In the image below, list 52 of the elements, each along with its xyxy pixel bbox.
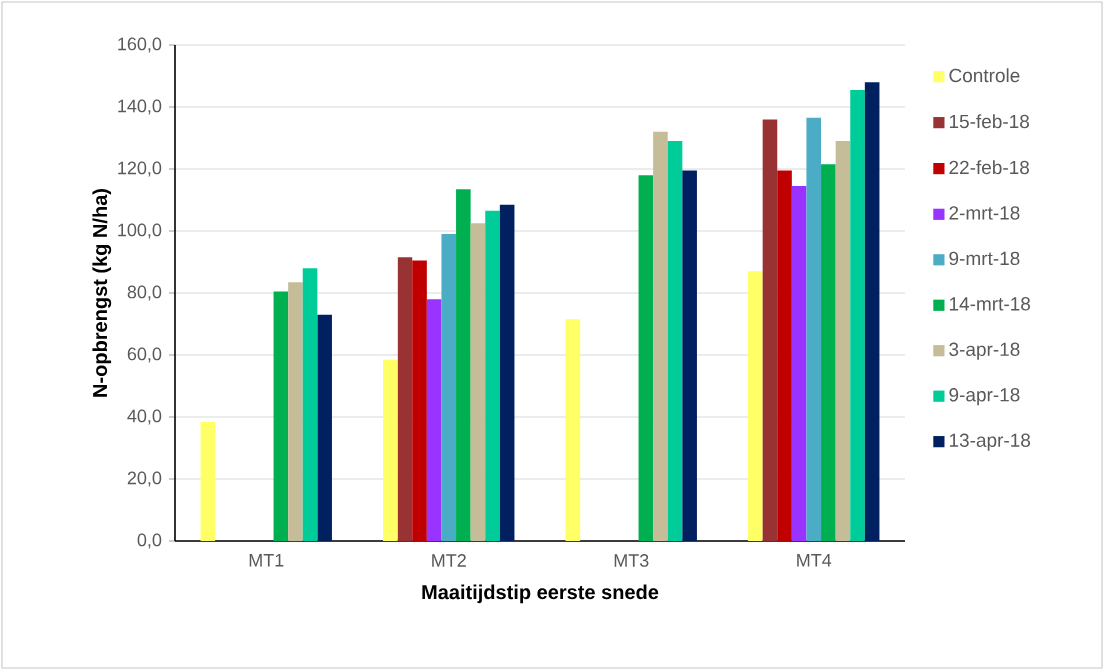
- y-tick-label: 20,0: [127, 471, 162, 487]
- bar: [485, 210, 500, 541]
- x-axis-title: Maaitijdstip eerste snede: [422, 584, 659, 604]
- bar: [470, 223, 486, 541]
- bar: [273, 291, 289, 541]
- x-tick-label: MT3: [614, 554, 649, 567]
- y-tick-label: 100,0: [118, 223, 162, 239]
- bar: [288, 282, 303, 541]
- x-tick-label: MT1: [249, 554, 284, 567]
- bar: [397, 257, 413, 541]
- bar: [302, 268, 318, 541]
- bar: [667, 141, 683, 541]
- legend-label: Controle: [949, 68, 1020, 83]
- legend-label: 9-apr-18: [949, 388, 1020, 406]
- y-tick-label: 120,0: [118, 161, 162, 177]
- legend-label: 9-mrt-18: [949, 251, 1020, 266]
- bar: [682, 170, 697, 541]
- bar: [835, 141, 851, 541]
- legend-label: 14-mrt-18: [949, 297, 1031, 311]
- bar: [638, 175, 654, 541]
- legend-label: 2-mrt-18: [949, 206, 1020, 220]
- bar: [200, 421, 216, 541]
- y-tick-label: 60,0: [127, 347, 162, 363]
- bar: [821, 164, 836, 541]
- bar: [777, 170, 792, 541]
- bar: [864, 82, 880, 541]
- x-tick-label: MT4: [797, 554, 832, 567]
- x-tick-label: MT2: [432, 554, 466, 567]
- legend-label: 3-apr-18: [949, 342, 1020, 360]
- bar: [412, 260, 427, 541]
- bar: [806, 117, 822, 541]
- bar: [383, 359, 398, 541]
- bar: [653, 131, 668, 541]
- bar: [565, 319, 581, 541]
- y-tick-label: 0,0: [137, 533, 162, 549]
- bar: [317, 314, 332, 541]
- y-axis-title: N-opbrengst (kg N/ha): [92, 189, 112, 397]
- bar: [456, 189, 471, 541]
- bar: [441, 234, 457, 541]
- bar: [499, 204, 515, 541]
- legend-label: 15-feb-18: [949, 114, 1030, 129]
- legend-label: 13-apr-18: [949, 433, 1031, 451]
- y-tick-label: 160,0: [118, 37, 162, 53]
- y-tick-label: 40,0: [127, 409, 162, 425]
- bar: [426, 299, 442, 541]
- bar: [748, 271, 763, 541]
- bar: [850, 89, 865, 541]
- legend-label: 22-feb-18: [949, 160, 1030, 175]
- y-tick-label: 80,0: [127, 285, 162, 301]
- bar: [762, 119, 778, 541]
- y-tick-label: 140,0: [118, 99, 162, 115]
- bar: [791, 186, 807, 541]
